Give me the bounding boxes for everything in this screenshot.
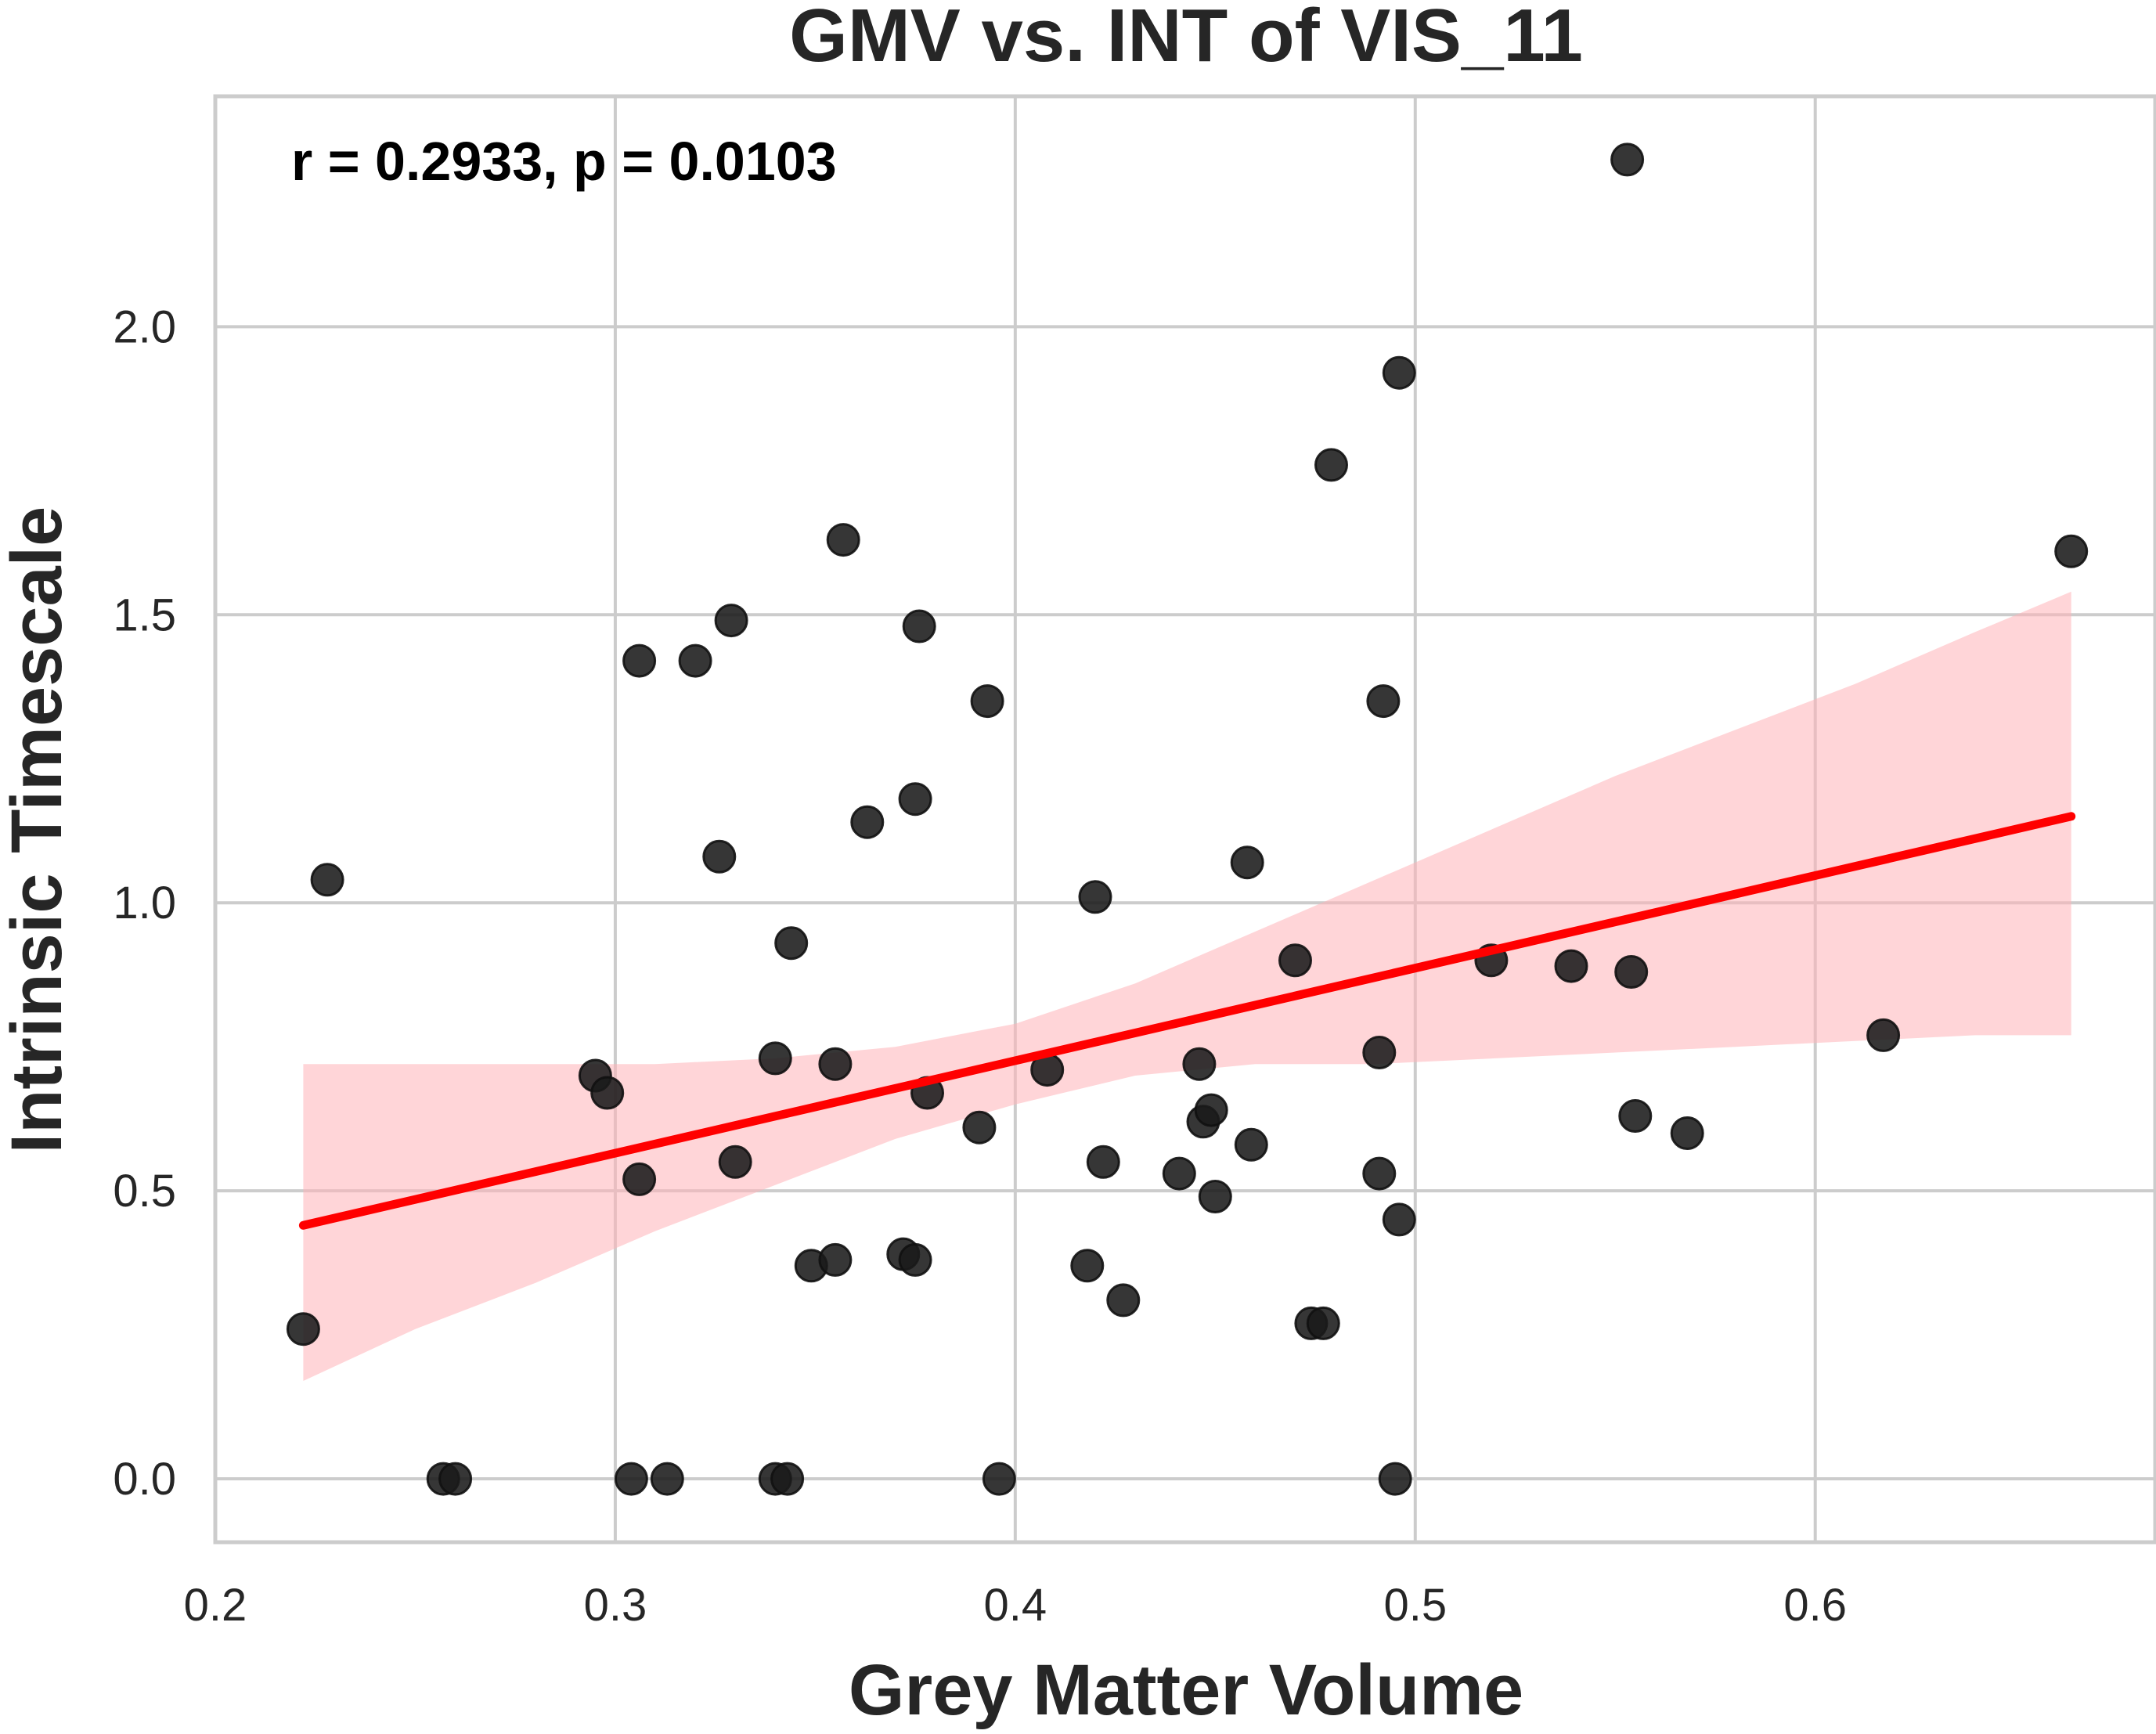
data-point	[826, 523, 860, 557]
data-point	[1610, 142, 1645, 177]
data-points	[286, 142, 2089, 1496]
confidence-band-group	[303, 591, 2071, 1381]
data-point	[1070, 1249, 1105, 1283]
y-tick-label: 1.0	[113, 878, 176, 928]
data-point	[1278, 943, 1312, 978]
data-point	[774, 926, 809, 961]
data-point	[650, 1462, 684, 1496]
data-point	[1306, 1306, 1340, 1340]
data-point	[2054, 534, 2089, 568]
data-point	[962, 1110, 997, 1145]
regression-line	[298, 812, 2076, 1230]
data-point	[1198, 1180, 1232, 1213]
data-point	[1314, 448, 1348, 482]
regression-line-group	[298, 812, 2076, 1230]
data-point	[1614, 955, 1649, 989]
data-point	[1362, 1036, 1397, 1069]
y-tick-label: 0.0	[113, 1454, 176, 1505]
data-point	[1378, 1462, 1412, 1496]
x-axis-label: Grey Matter Volume	[849, 1650, 1523, 1730]
data-point	[1086, 1145, 1120, 1179]
data-point	[758, 1041, 792, 1076]
data-point	[622, 643, 657, 678]
data-point	[1106, 1283, 1141, 1318]
data-point	[1866, 1018, 1901, 1052]
data-point	[1194, 1093, 1228, 1127]
x-tick-label: 0.5	[1383, 1580, 1447, 1631]
data-point	[714, 604, 748, 638]
grid-lines	[214, 96, 2155, 1542]
data-point	[1618, 1099, 1653, 1133]
data-point	[1366, 684, 1401, 719]
confidence-band	[303, 591, 2071, 1381]
data-point	[1554, 949, 1588, 983]
data-point	[1230, 845, 1264, 880]
data-point	[898, 782, 932, 817]
data-point	[718, 1145, 752, 1179]
x-tick-label: 0.6	[1783, 1580, 1847, 1631]
data-point	[622, 1162, 657, 1196]
data-point	[590, 1076, 625, 1110]
data-point	[770, 1462, 805, 1496]
y-axis-label: Intrinsic Timescale	[0, 507, 77, 1154]
data-point	[678, 643, 712, 678]
y-tick-labels: 0.0 0.5 1.0 1.5 2.0	[113, 301, 176, 1505]
y-tick-label: 0.5	[113, 1166, 176, 1217]
data-point	[1078, 880, 1112, 914]
data-point	[1182, 1047, 1217, 1081]
y-tick-label: 1.5	[113, 589, 176, 640]
x-tick-labels: 0.2 0.3 0.4 0.5 0.6	[184, 1580, 1847, 1631]
data-point	[818, 1047, 853, 1081]
data-point	[1382, 355, 1416, 390]
data-point	[1234, 1127, 1268, 1162]
data-point	[982, 1462, 1016, 1496]
x-tick-label: 0.4	[984, 1580, 1047, 1631]
data-point	[286, 1312, 320, 1346]
x-tick-label: 0.3	[584, 1580, 647, 1631]
data-point	[1162, 1156, 1196, 1191]
data-point	[902, 609, 936, 643]
x-tick-label: 0.2	[184, 1580, 247, 1631]
data-point	[850, 805, 885, 839]
data-point	[1362, 1156, 1397, 1191]
y-tick-label: 2.0	[113, 301, 176, 352]
data-point	[970, 684, 1004, 719]
data-point	[818, 1242, 853, 1277]
data-point	[438, 1462, 473, 1496]
data-point	[1670, 1116, 1704, 1150]
correlation-annotation: r = 0.2933, p = 0.0103	[291, 131, 837, 192]
data-point	[1382, 1202, 1416, 1237]
data-point	[898, 1242, 932, 1277]
data-point	[614, 1462, 648, 1496]
data-point	[702, 839, 737, 874]
data-point	[310, 863, 344, 897]
chart-title: GMV vs. INT of VIS_11	[789, 0, 1583, 78]
plot-frame	[213, 94, 2156, 1545]
